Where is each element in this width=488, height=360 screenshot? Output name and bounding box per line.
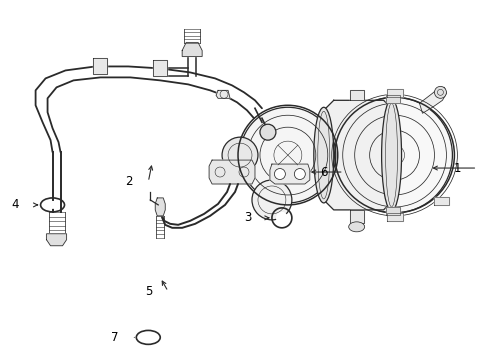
Ellipse shape bbox=[294, 168, 305, 180]
Text: 5: 5 bbox=[144, 285, 152, 298]
Ellipse shape bbox=[141, 333, 155, 341]
Polygon shape bbox=[385, 207, 399, 215]
Polygon shape bbox=[93, 58, 107, 75]
Ellipse shape bbox=[275, 212, 287, 224]
Ellipse shape bbox=[274, 168, 285, 180]
Polygon shape bbox=[269, 164, 309, 184]
Ellipse shape bbox=[240, 107, 335, 203]
Polygon shape bbox=[419, 87, 446, 113]
Polygon shape bbox=[46, 234, 66, 246]
Text: 1: 1 bbox=[453, 162, 461, 175]
Polygon shape bbox=[349, 90, 363, 100]
Polygon shape bbox=[182, 42, 202, 57]
Ellipse shape bbox=[260, 124, 275, 140]
Text: 4: 4 bbox=[11, 198, 19, 211]
Polygon shape bbox=[349, 210, 363, 223]
Text: 3: 3 bbox=[244, 211, 251, 224]
Text: 2: 2 bbox=[124, 175, 132, 189]
Ellipse shape bbox=[336, 97, 451, 213]
Polygon shape bbox=[386, 89, 402, 97]
Ellipse shape bbox=[433, 86, 446, 98]
Polygon shape bbox=[323, 100, 393, 210]
Text: 6: 6 bbox=[320, 166, 327, 179]
Polygon shape bbox=[433, 197, 448, 205]
Ellipse shape bbox=[222, 137, 258, 173]
Polygon shape bbox=[153, 60, 167, 76]
Text: 7: 7 bbox=[111, 331, 118, 344]
Polygon shape bbox=[240, 137, 249, 173]
Polygon shape bbox=[216, 90, 229, 98]
Polygon shape bbox=[209, 160, 254, 184]
Ellipse shape bbox=[251, 180, 291, 220]
Ellipse shape bbox=[313, 107, 333, 203]
Polygon shape bbox=[155, 198, 165, 216]
Ellipse shape bbox=[348, 222, 364, 232]
Polygon shape bbox=[260, 200, 284, 202]
Polygon shape bbox=[385, 95, 399, 103]
Ellipse shape bbox=[381, 99, 401, 211]
Ellipse shape bbox=[45, 201, 60, 209]
Polygon shape bbox=[386, 213, 402, 221]
